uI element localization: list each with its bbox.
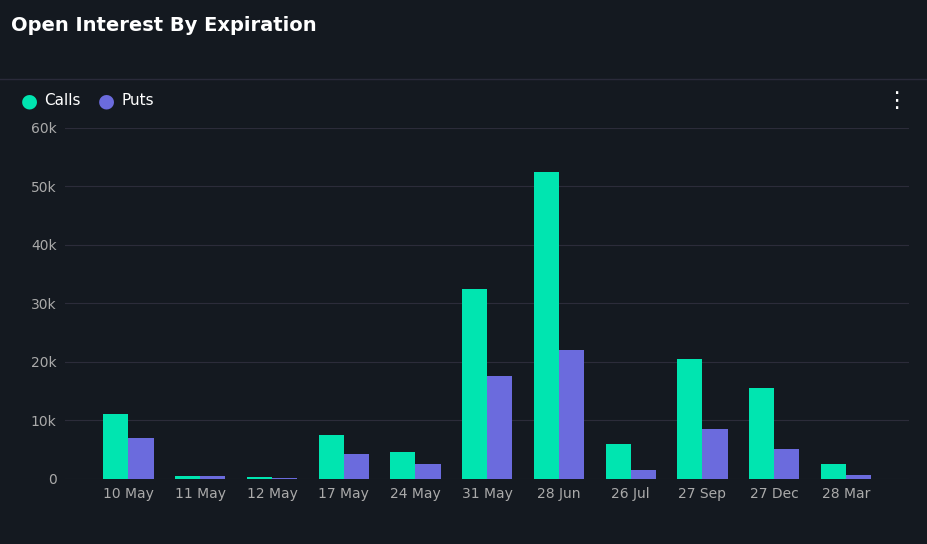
Bar bbox=[247, 477, 272, 479]
Bar bbox=[175, 476, 200, 479]
Bar bbox=[533, 172, 558, 479]
Bar bbox=[200, 477, 225, 479]
Bar bbox=[343, 454, 368, 479]
Bar bbox=[845, 474, 870, 479]
Text: ●: ● bbox=[98, 91, 115, 110]
Bar bbox=[487, 376, 512, 479]
Bar bbox=[462, 289, 487, 479]
Text: Open Interest By Expiration: Open Interest By Expiration bbox=[11, 16, 316, 35]
Bar bbox=[318, 435, 343, 479]
Text: Calls: Calls bbox=[44, 93, 81, 108]
Text: ●: ● bbox=[21, 91, 38, 110]
Bar bbox=[415, 464, 440, 479]
Text: ⋮: ⋮ bbox=[884, 91, 907, 110]
Bar bbox=[390, 453, 415, 479]
Bar bbox=[773, 449, 798, 479]
Bar bbox=[558, 350, 583, 479]
Bar bbox=[820, 464, 845, 479]
Bar bbox=[748, 388, 773, 479]
Bar bbox=[128, 438, 153, 479]
Bar bbox=[103, 415, 128, 479]
Bar bbox=[702, 429, 727, 479]
Text: Puts: Puts bbox=[121, 93, 154, 108]
Bar bbox=[605, 444, 630, 479]
Bar bbox=[272, 478, 297, 479]
Bar bbox=[677, 359, 702, 479]
Bar bbox=[630, 470, 655, 479]
